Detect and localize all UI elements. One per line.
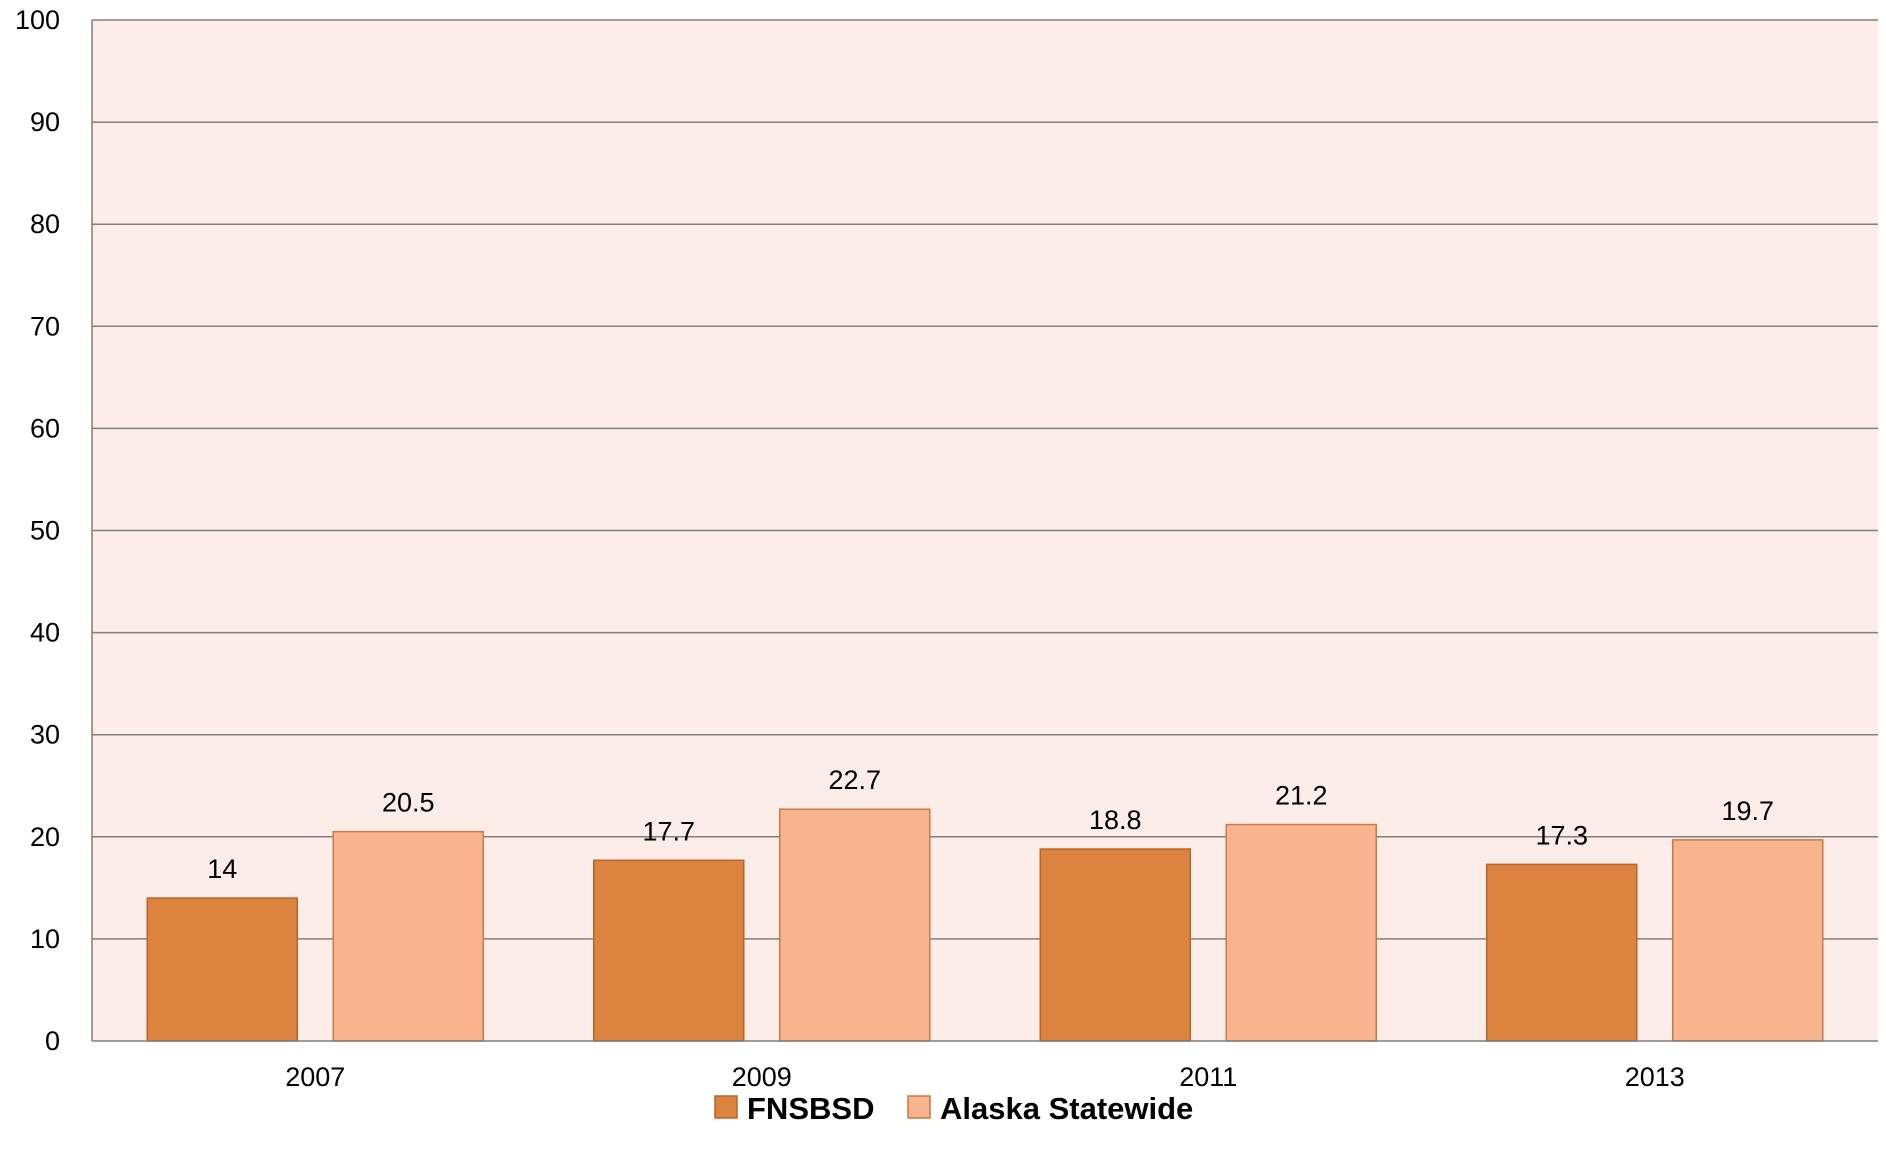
bar-fnsbsd-2013 (1486, 863, 1638, 1042)
data-labels: 14 20.5 17.7 22.7 18.8 21.2 17.3 19.7 (207, 765, 1774, 884)
bar-alaska-statewide-2007 (332, 830, 484, 1042)
legend-label: FNSBSD (747, 1091, 874, 1126)
x-tick-label: 2013 (1625, 1062, 1685, 1092)
y-tick-label: 0 (45, 1026, 60, 1056)
legend-swatch (714, 1095, 738, 1119)
x-tick-label: 2011 (1179, 1062, 1237, 1092)
y-tick-label: 90 (30, 107, 60, 137)
bar-fnsbsd-2007 (146, 897, 298, 1042)
bar-fnsbsd-2011 (1039, 848, 1191, 1042)
bars (146, 808, 1824, 1042)
x-tick-label: 2009 (732, 1062, 792, 1092)
legend: FNSBSD Alaska Statewide (714, 1091, 1193, 1126)
gridlines (92, 19, 1878, 940)
data-label: 22.7 (828, 765, 881, 795)
y-tick-label: 10 (30, 924, 60, 954)
y-tick-label: 60 (30, 413, 60, 443)
y-tick-label: 40 (30, 618, 60, 648)
y-tick-label: 70 (30, 311, 60, 341)
data-label: 18.8 (1089, 805, 1142, 835)
y-tick-label: 100 (15, 5, 60, 35)
data-label: 17.3 (1535, 820, 1588, 850)
y-tick-label: 30 (30, 720, 60, 750)
bar-fnsbsd-2009 (593, 859, 745, 1042)
x-tick-label: 2007 (285, 1062, 345, 1092)
data-label: 21.2 (1275, 781, 1328, 811)
data-label: 19.7 (1721, 796, 1774, 826)
x-axis-tick-labels: 2007 2009 2011 2013 (285, 1062, 1685, 1092)
legend-label: Alaska Statewide (940, 1091, 1193, 1126)
bar-alaska-statewide-2013 (1672, 839, 1824, 1042)
y-tick-label: 20 (30, 822, 60, 852)
data-label: 20.5 (382, 788, 435, 818)
bar-alaska-statewide-2009 (779, 808, 931, 1042)
bar-alaska-statewide-2011 (1225, 823, 1377, 1042)
legend-swatch (907, 1095, 931, 1119)
y-tick-label: 50 (30, 516, 60, 546)
data-label: 17.7 (642, 816, 695, 846)
data-label: 14 (207, 854, 237, 884)
y-axis-tick-labels: 0 10 20 30 40 50 60 70 80 90 100 (15, 5, 60, 1056)
y-tick-label: 80 (30, 209, 60, 239)
